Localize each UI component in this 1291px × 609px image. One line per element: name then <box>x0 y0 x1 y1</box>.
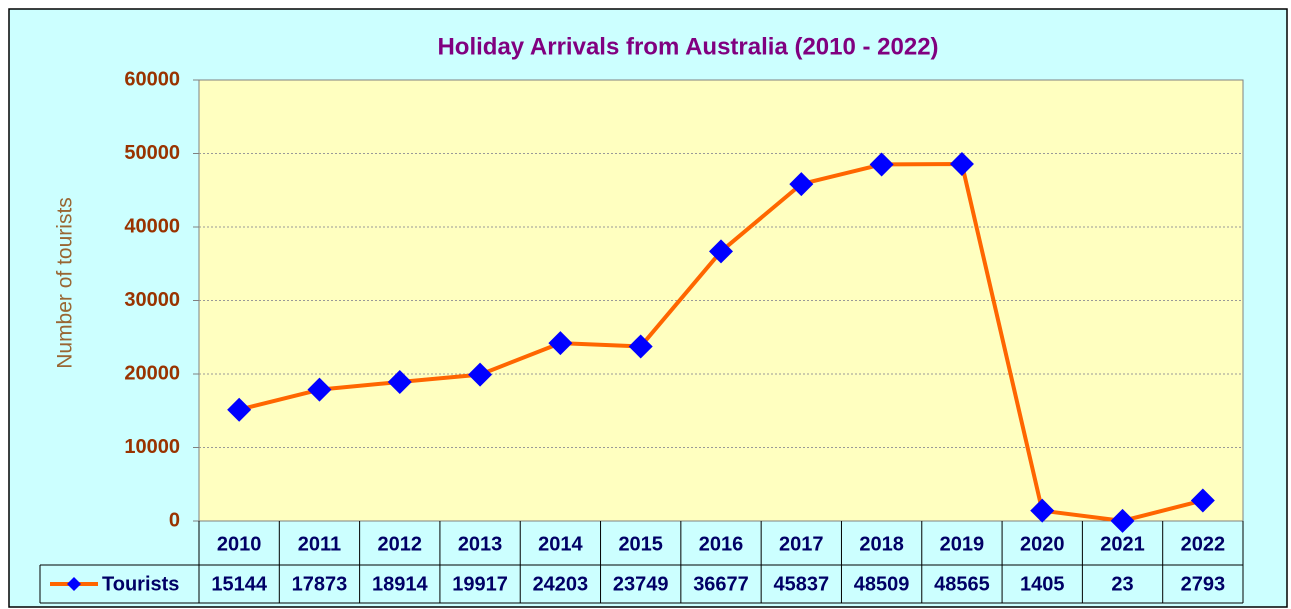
y-tick-label: 10000 <box>124 436 180 458</box>
marker <box>1030 498 1055 523</box>
y-axis-title: Number of tourists <box>54 197 77 369</box>
y-tick-label: 0 <box>169 509 180 531</box>
table-value: 19917 <box>452 573 508 595</box>
y-tick-label: 60000 <box>124 68 180 90</box>
x-tick-label: 2017 <box>779 533 824 555</box>
legend-label: Tourists <box>102 573 179 595</box>
table-value: 24203 <box>533 573 589 595</box>
x-tick-label: 2014 <box>538 533 583 555</box>
table-value: 48565 <box>934 573 990 595</box>
marker <box>1190 488 1215 513</box>
y-tick-label: 20000 <box>124 362 180 384</box>
y-tick-label: 30000 <box>124 289 180 311</box>
x-tick-label: 2016 <box>699 533 744 555</box>
table-value: 2793 <box>1181 573 1226 595</box>
marker <box>548 331 573 356</box>
legend-marker <box>67 577 81 591</box>
x-tick-label: 2022 <box>1181 533 1226 555</box>
x-tick-label: 2019 <box>940 533 985 555</box>
marker <box>869 152 894 177</box>
marker <box>307 377 332 402</box>
marker <box>628 334 653 359</box>
table-value: 15144 <box>211 573 267 595</box>
marker <box>227 397 252 422</box>
chart-title: Holiday Arrivals from Australia (2010 - … <box>437 33 938 60</box>
x-tick-label: 2012 <box>378 533 423 555</box>
marker <box>709 239 733 264</box>
x-tick-label: 2018 <box>859 533 904 555</box>
table-value: 48509 <box>854 573 910 595</box>
table-value: 1405 <box>1020 573 1065 595</box>
table-value: 17873 <box>292 573 348 595</box>
marker <box>789 172 814 197</box>
x-tick-label: 2015 <box>618 533 663 555</box>
x-tick-label: 2010 <box>217 533 262 555</box>
y-tick-label: 50000 <box>124 142 180 164</box>
y-tick-label: 40000 <box>124 215 180 237</box>
marker <box>468 362 493 387</box>
marker <box>1110 508 1135 533</box>
table-value: 18914 <box>372 573 428 595</box>
table-value: 23 <box>1111 573 1133 595</box>
x-tick-label: 2013 <box>458 533 503 555</box>
table-value: 23749 <box>613 573 669 595</box>
x-tick-label: 2021 <box>1100 533 1145 555</box>
marker <box>387 369 412 394</box>
x-tick-label: 2020 <box>1020 533 1065 555</box>
table-value: 36677 <box>693 573 749 595</box>
marker <box>949 152 974 177</box>
table-value: 45837 <box>773 573 829 595</box>
x-tick-label: 2011 <box>298 533 341 555</box>
